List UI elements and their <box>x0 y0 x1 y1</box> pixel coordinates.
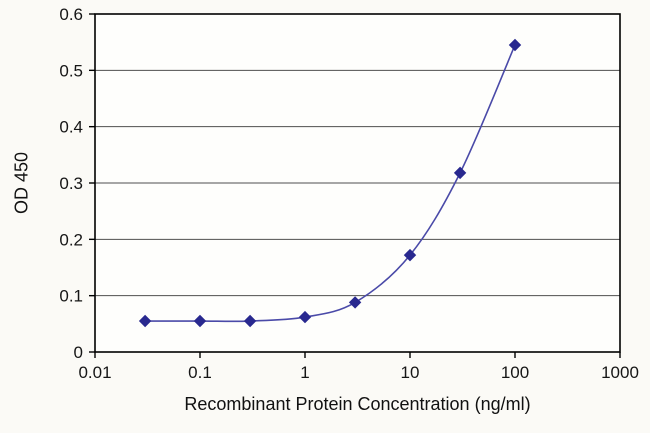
data-point-marker <box>348 296 362 309</box>
y-tick-label: 0.4 <box>59 118 83 137</box>
x-tick-label: 10 <box>401 363 420 382</box>
data-point-marker <box>193 314 207 328</box>
y-tick-label: 0.1 <box>59 287 83 306</box>
y-tick-label: 0.6 <box>59 5 83 24</box>
x-tick-label: 0.1 <box>188 363 212 382</box>
y-tick-label: 0.2 <box>59 230 83 249</box>
x-tick-label: 100 <box>501 363 529 382</box>
x-axis-title: Recombinant Protein Concentration (ng/ml… <box>184 394 531 414</box>
data-point-marker <box>298 310 312 324</box>
data-point-marker <box>138 314 152 328</box>
x-tick-label: 1 <box>300 363 309 382</box>
x-tick-label: 0.01 <box>78 363 111 382</box>
data-point-marker <box>508 38 522 52</box>
data-point-marker <box>453 166 467 180</box>
x-tick-label: 1000 <box>601 363 639 382</box>
y-axis-title: OD 450 <box>11 151 32 215</box>
data-point-marker <box>403 248 417 262</box>
data-point-marker <box>243 314 257 328</box>
y-tick-label: 0 <box>74 343 83 362</box>
y-tick-label: 0.5 <box>59 61 83 80</box>
y-tick-label: 0.3 <box>59 174 83 193</box>
